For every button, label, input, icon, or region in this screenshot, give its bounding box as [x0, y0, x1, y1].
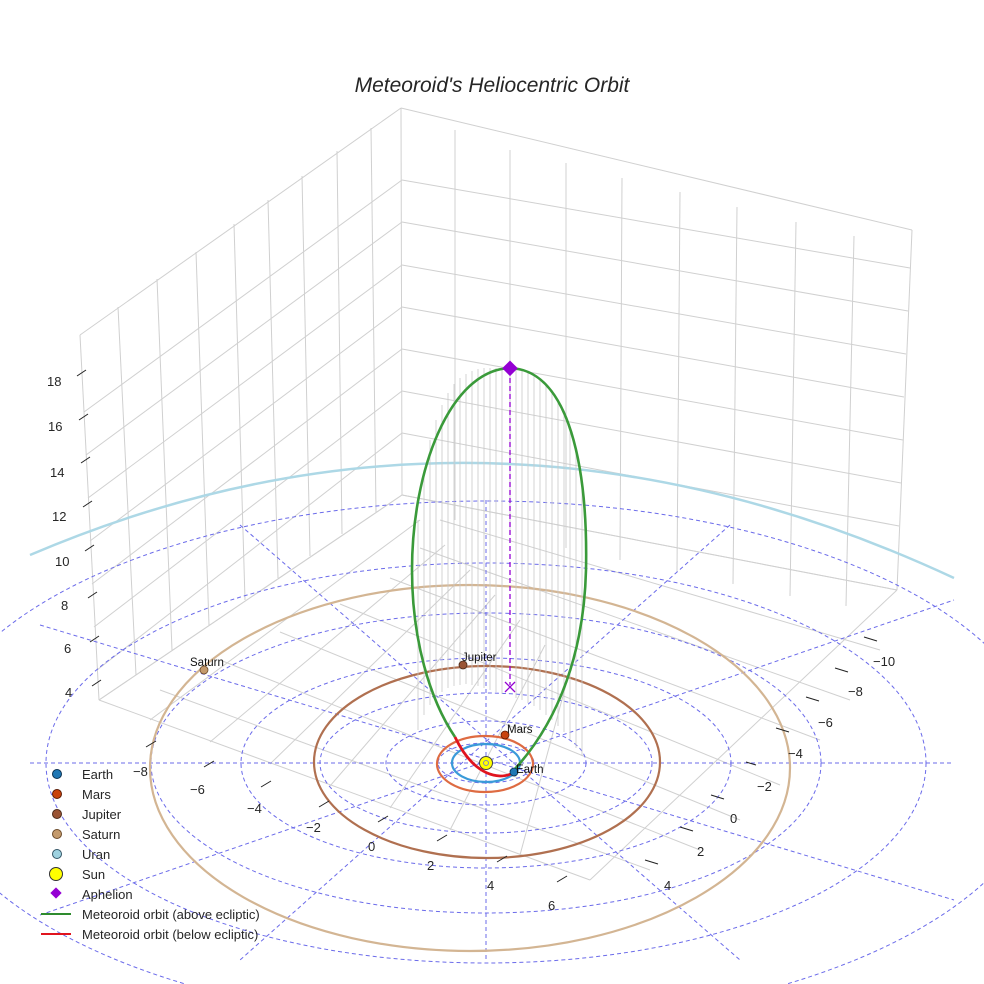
svg-text:−8: −8	[848, 684, 863, 699]
svg-text:−4: −4	[788, 746, 803, 761]
mars-label: Mars	[507, 724, 533, 736]
svg-text:−2: −2	[757, 779, 772, 794]
saturn-orbit	[148, 583, 792, 953]
y-axis-labels: −10 −8 −6 −4 −2 0 2 4	[664, 654, 895, 893]
svg-text:0: 0	[730, 811, 737, 826]
svg-text:−8: −8	[133, 764, 148, 779]
dot-icon	[36, 764, 80, 784]
earth-label: Earth	[516, 764, 544, 776]
earth-marker	[509, 767, 519, 777]
line-icon	[36, 904, 80, 924]
svg-text:0: 0	[368, 839, 375, 854]
dot-icon	[36, 804, 80, 824]
jupiter-marker	[458, 660, 468, 670]
svg-text:8: 8	[61, 598, 68, 613]
svg-text:−2: −2	[306, 820, 321, 835]
legend-item-orbit-above: Meteoroid orbit (above ecliptic)	[36, 904, 260, 924]
legend-item-saturn: Saturn	[36, 824, 120, 844]
svg-text:14: 14	[50, 465, 64, 480]
diamond-icon	[36, 884, 80, 904]
back-grid	[79, 107, 913, 881]
legend-item-orbit-below: Meteoroid orbit (below ecliptic)	[36, 924, 258, 944]
legend-item-uran: Uran	[36, 844, 110, 864]
dot-icon	[36, 824, 80, 844]
svg-text:6: 6	[64, 641, 71, 656]
svg-text:18: 18	[47, 374, 61, 389]
dot-icon	[36, 844, 80, 864]
ecliptic-grid	[0, 500, 984, 984]
svg-text:4: 4	[664, 878, 671, 893]
svg-text:6: 6	[548, 898, 555, 913]
chart-title: Meteoroid's Heliocentric Orbit	[354, 74, 630, 97]
dot-icon	[36, 784, 80, 804]
legend-item-mars: Mars	[36, 784, 111, 804]
svg-text:4: 4	[65, 685, 72, 700]
svg-text:2: 2	[427, 858, 434, 873]
z-axis	[76, 369, 102, 687]
jupiter-label: Jupiter	[462, 652, 497, 664]
x-axis-ticks	[145, 740, 568, 883]
saturn-label: Saturn	[190, 657, 224, 669]
svg-text:−6: −6	[818, 715, 833, 730]
mars-marker	[500, 730, 510, 740]
svg-text:16: 16	[48, 419, 62, 434]
svg-text:−6: −6	[190, 782, 205, 797]
svg-text:−4: −4	[247, 801, 262, 816]
line-icon	[36, 924, 80, 944]
svg-text:−10: −10	[873, 654, 895, 669]
svg-text:4: 4	[487, 878, 494, 893]
sun-icon	[36, 864, 80, 884]
svg-text:2: 2	[697, 844, 704, 859]
legend-item-jupiter: Jupiter	[36, 804, 121, 824]
svg-text:12: 12	[52, 509, 66, 524]
saturn-marker	[199, 665, 209, 675]
meteoroid-orbit-above	[410, 366, 588, 771]
aphelion-projection-x	[504, 681, 516, 693]
legend-item-earth: Earth	[36, 764, 113, 784]
mars-orbit	[435, 734, 535, 794]
svg-text:10: 10	[55, 554, 69, 569]
legend-item-sun: Sun	[36, 864, 105, 884]
y-axis-ticks	[644, 636, 878, 865]
orbit-drop-lines	[417, 368, 583, 756]
legend-item-aphelion: Aphelion	[36, 884, 133, 904]
x-axis-labels: −8 −6 −4 −2 0 2 4 6	[133, 764, 555, 913]
z-axis-labels: 18 16 14 12 10 8 6 4	[47, 374, 72, 700]
uranus-orbit	[29, 461, 955, 580]
aphelion-marker	[502, 360, 518, 377]
sun-marker	[479, 756, 493, 770]
jupiter-orbit	[312, 664, 662, 860]
